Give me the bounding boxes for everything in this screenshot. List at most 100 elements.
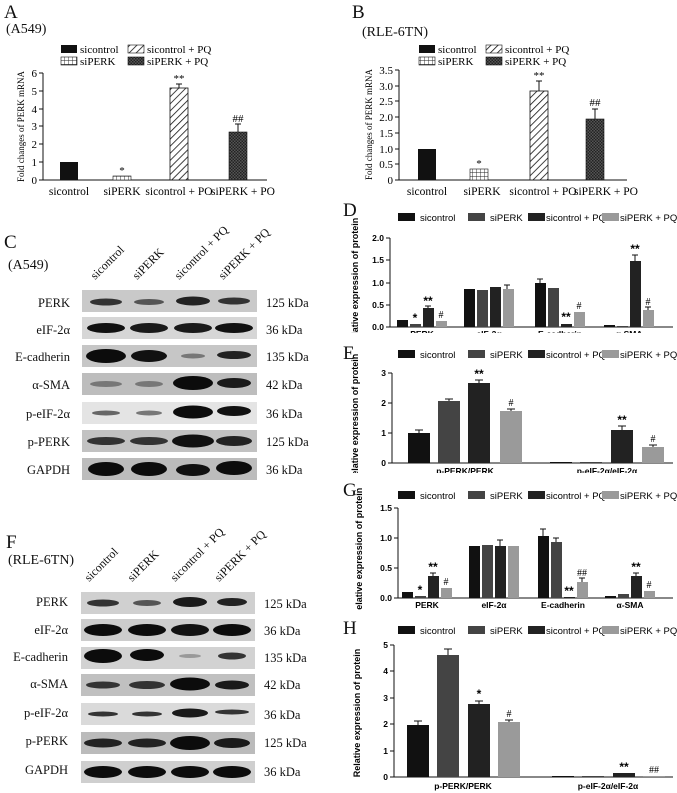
svg-text:p-PERK/PERK: p-PERK/PERK [436,466,494,473]
svg-text:1: 1 [32,157,38,169]
kda-label: 36 kDa [264,708,301,722]
svg-text:sicontrol + PQ: sicontrol + PQ [145,186,213,195]
svg-text:2.5: 2.5 [379,96,393,108]
svg-text:siPERK: siPERK [490,626,523,637]
svg-text:sicontrol: sicontrol [407,186,447,195]
blot-row-label: E-cadherin [15,350,70,364]
svg-text:siPERK: siPERK [438,56,474,68]
kda-label: 36 kDa [264,765,301,779]
svg-text:PERK: PERK [415,600,439,610]
kda-label: 125 kDa [264,736,307,750]
panel-f-cell-line: (RLE-6TN) [8,553,75,568]
svg-text:1.5: 1.5 [379,128,393,140]
svg-text:1: 1 [383,746,388,756]
svg-text:3.0: 3.0 [379,81,393,93]
svg-text:**: ** [630,242,640,256]
svg-text:#: # [646,297,651,308]
svg-text:**: ** [631,560,641,574]
blot-row-label: PERK [36,595,68,609]
blot-row-label: p-PERK [25,734,68,748]
svg-text:siPERK + PQ: siPERK + PQ [505,56,566,68]
western-blot-rle6tn: PERK eIF-2α E-cadherin α-SMA p-eIF-2α p-… [0,592,340,792]
blot-row-label: GAPDH [24,763,68,777]
svg-text:sicontrol: sicontrol [438,44,477,56]
svg-text:##: ## [590,97,602,109]
svg-text:**: ** [174,73,185,85]
lane-label: sicontrol [81,544,121,585]
svg-text:3: 3 [32,121,38,133]
svg-text:#: # [577,301,582,312]
svg-text:6: 6 [32,68,38,80]
svg-text:*: * [477,687,482,701]
legend-siperk: siPERK [80,56,116,68]
svg-text:siPERK: siPERK [490,491,523,502]
svg-text:sicontrol: sicontrol [420,350,455,361]
svg-text:sicontrol: sicontrol [420,626,455,637]
svg-text:0.5: 0.5 [372,300,384,310]
svg-text:##: ## [649,765,659,776]
svg-text:**: ** [428,560,438,574]
panel-b-cell-line: (RLE-6TN) [362,25,429,40]
chart-g-rle-protein: sicontrol siPERK sicontrol + PQ siPERK +… [354,488,677,610]
svg-text:1.5: 1.5 [380,503,392,513]
svg-text:E-cadherin: E-cadherin [538,329,582,333]
svg-text:5: 5 [383,640,388,650]
svg-text:siPERK + PQ: siPERK + PQ [620,491,677,502]
blot-row-label: GAPDH [26,463,70,477]
svg-text:siPERK: siPERK [103,186,141,195]
panel-d-letter: D [343,200,357,221]
svg-text:Relative expression of protein: Relative expression of protein [354,488,364,610]
kda-label: 125 kDa [264,597,307,611]
svg-text:##: ## [233,113,245,125]
chart-a-pcr: sicontrol sicontrol + PQ siPERK siPERK +… [16,44,276,195]
blot-row-label: α-SMA [30,677,68,691]
svg-text:sicontrol + PQ: sicontrol + PQ [546,213,606,224]
svg-text:1: 1 [381,428,386,438]
chart-a-ylabel: Fold changes of PERK mRNA [16,71,26,182]
svg-text:##: ## [577,568,587,579]
blot-row-label: p-eIF-2α [23,706,68,720]
svg-text:#: # [651,434,656,445]
panel-h-letter: H [343,618,357,639]
svg-text:#: # [439,310,444,321]
svg-text:**: ** [617,413,627,427]
svg-text:Relative expression of protein: Relative expression of protein [350,218,360,333]
svg-text:#: # [444,577,449,588]
blot-row-label: E-cadherin [13,650,68,664]
svg-text:sicontrol: sicontrol [49,186,89,195]
blot-row-label: eIF-2α [36,323,70,337]
svg-text:**: ** [561,310,571,324]
svg-text:1.5: 1.5 [372,255,384,265]
svg-text:1.0: 1.0 [379,144,393,156]
blot-row-label: p-eIF-2α [25,407,70,421]
svg-text:0: 0 [388,175,394,187]
kda-label: 125 kDa [266,435,309,449]
svg-text:E-cadherin: E-cadherin [541,600,585,610]
legend-sicontrol-pq: sicontrol + PQ [147,44,211,56]
svg-text:3: 3 [383,693,388,703]
svg-text:siPERK + PQ: siPERK + PQ [620,350,677,361]
svg-text:p-eIF-2α/eIF-2α: p-eIF-2α/eIF-2α [578,781,639,791]
kda-label: 36 kDa [266,407,303,421]
lane-label: siPERK [124,547,162,585]
svg-text:sicontrol + PQ: sicontrol + PQ [546,491,606,502]
svg-text:0.0: 0.0 [372,322,384,332]
svg-text:2.0: 2.0 [379,112,393,124]
kda-label: 125 kDa [266,296,309,310]
svg-text:siPERK + PQ: siPERK + PQ [211,186,276,195]
kda-label: 42 kDa [266,378,303,392]
svg-text:sicontrol + PQ: sicontrol + PQ [505,44,569,56]
legend-siperk-pq: siPERK + PQ [147,56,208,68]
svg-text:siPERK + PQ: siPERK + PQ [620,626,677,637]
lane-label: siPERK [129,245,167,283]
legend-swatch-sicontrol [61,45,77,53]
svg-text:3.5: 3.5 [379,65,393,77]
svg-text:Relative expression of protein: Relative expression of protein [350,354,360,473]
svg-text:**: ** [423,294,433,308]
svg-text:4: 4 [383,666,388,676]
western-blot-a549: PERK eIF-2α E-cadherin α-SMA p-eIF-2α p-… [0,290,340,480]
panel-c-cell-line: (A549) [8,258,49,273]
panel-a-letter: A [4,2,18,23]
svg-text:p-PERK/PERK: p-PERK/PERK [434,781,492,791]
chart-d-a549-protein: sicontrol siPERK sicontrol + PQ siPERK +… [350,213,677,333]
